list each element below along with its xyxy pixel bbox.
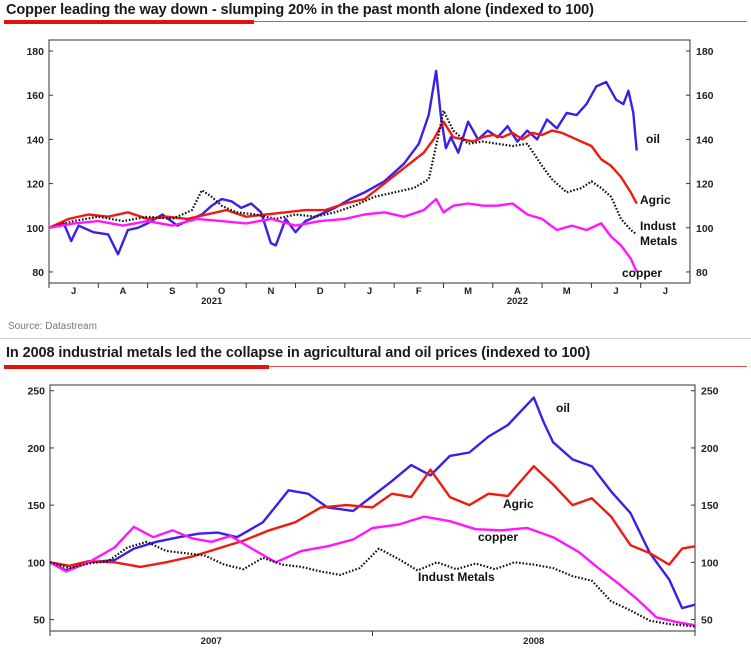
y-tick-label-left: 80 [32, 267, 44, 279]
x-tick-label: F [416, 286, 422, 297]
chart-1-title-accent [4, 20, 254, 24]
x-tick-label: J [613, 286, 618, 297]
annotation-label: Metals [640, 234, 678, 248]
x-tick-label: M [563, 286, 571, 297]
y-tick-label-right: 250 [701, 386, 719, 398]
x-tick-label: M [464, 286, 472, 297]
y-tick-label-right: 100 [696, 223, 714, 235]
chart-2-title: In 2008 industrial metals led the collap… [6, 345, 591, 361]
y-tick-label-right: 100 [701, 557, 719, 569]
chart-2-title-rule [4, 366, 747, 367]
x-tick-label: S [169, 286, 175, 297]
x-tick-label: J [71, 286, 76, 297]
chart-1-title-rule [4, 21, 747, 22]
series-line-copper [48, 197, 638, 273]
chart-1-title: Copper leading the way down - slumping 2… [6, 2, 594, 18]
y-tick-label-left: 180 [26, 46, 44, 58]
y-tick-label-left: 150 [27, 500, 45, 512]
series-line-copper [49, 515, 696, 627]
y-tick-label-left: 120 [26, 179, 44, 191]
annotation-label: copper [622, 266, 662, 280]
y-tick-label-left: 250 [27, 386, 45, 398]
y-tick-label-right: 200 [701, 443, 719, 455]
y-tick-label-right: 160 [696, 90, 714, 102]
x-tick-label: 2008 [523, 636, 544, 647]
y-tick-label-left: 100 [26, 223, 44, 235]
x-tick-label: J [367, 286, 372, 297]
y-tick-label-right: 120 [696, 179, 714, 191]
x-year-label: 2021 [201, 296, 223, 307]
series-line-indust-metals [48, 109, 638, 236]
y-tick-label-left: 50 [33, 615, 45, 627]
y-tick-label-right: 50 [701, 615, 713, 627]
section-divider [0, 338, 751, 339]
series-line-oil [49, 396, 696, 610]
x-tick-label: D [317, 286, 324, 297]
annotation-label: oil [556, 401, 570, 415]
x-year-label: 2022 [507, 296, 528, 307]
x-tick-label: A [514, 286, 521, 297]
plot-frame [48, 39, 691, 284]
y-tick-label-left: 100 [27, 557, 45, 569]
source-note: Source: Datastream [8, 321, 97, 332]
annotation-label: Agric [640, 193, 671, 207]
y-tick-label-right: 80 [696, 267, 708, 279]
y-tick-label-right: 180 [696, 46, 714, 58]
y-tick-label-right: 150 [701, 500, 719, 512]
series-line-agric [49, 465, 696, 569]
y-tick-label-left: 140 [26, 134, 44, 146]
x-tick-label: A [120, 286, 127, 297]
series-line-indust-metals [49, 540, 696, 628]
y-tick-label-right: 140 [696, 134, 714, 146]
series-line-agric [48, 120, 638, 229]
annotation-label: Indust Metals [418, 570, 495, 584]
annotation-label: Indust [640, 219, 676, 233]
annotation-label: copper [478, 530, 518, 544]
annotation-label: oil [646, 132, 660, 146]
x-tick-label: O [218, 286, 225, 297]
chart-2-title-accent [4, 365, 269, 369]
x-tick-label: N [267, 286, 274, 297]
y-tick-label-left: 200 [27, 443, 45, 455]
annotation-label: Agric [503, 497, 534, 511]
x-tick-label: J [663, 286, 668, 297]
x-tick-label: 2007 [201, 636, 222, 647]
y-tick-label-left: 160 [26, 90, 44, 102]
